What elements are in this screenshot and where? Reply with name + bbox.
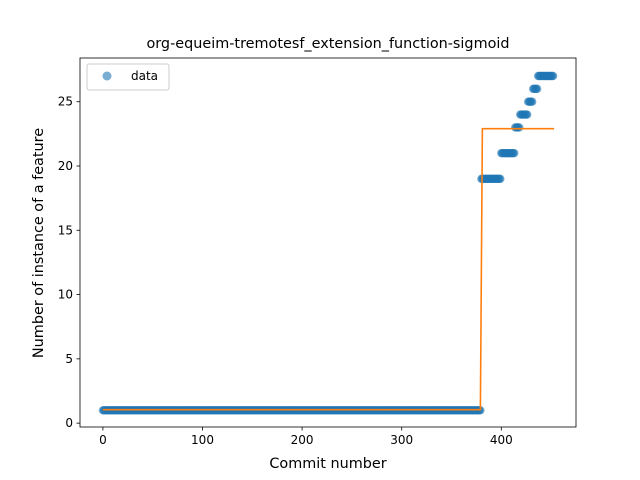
y-tick-label: 25: [58, 95, 73, 109]
data-point: [548, 71, 558, 81]
data-point: [522, 110, 532, 119]
data-point: [527, 97, 537, 106]
y-tick-label: 15: [58, 223, 73, 237]
data-point: [515, 123, 524, 132]
data-point: [510, 148, 519, 158]
legend-marker-data: [102, 71, 112, 81]
y-tick-label: 5: [65, 352, 73, 366]
legend: data: [86, 63, 170, 91]
x-axis: 0 100 200 300 400: [99, 427, 513, 447]
x-tick-label: 100: [191, 433, 214, 447]
plot-frame: [79, 57, 577, 428]
legend-label-data: data: [131, 69, 158, 83]
chart-title: org-equeim-tremotesf_extension_function-…: [146, 36, 509, 52]
data-point: [496, 174, 505, 184]
y-tick-label: 20: [58, 159, 73, 173]
plot-area: [98, 71, 558, 415]
legend-box: [86, 63, 170, 91]
y-axis-label: Number of instance of a feature: [31, 128, 47, 358]
y-axis: 0 5 10 15 20 25: [58, 95, 80, 430]
y-tick-label: 10: [58, 288, 73, 302]
x-tick-label: 300: [390, 433, 413, 447]
x-tick-label: 200: [291, 433, 314, 447]
fit-line: [102, 127, 555, 411]
data-point: [532, 84, 542, 94]
x-axis-label: Commit number: [269, 456, 386, 472]
x-tick-label: 400: [490, 433, 513, 447]
x-tick-label: 0: [99, 433, 107, 447]
y-tick-label: 0: [65, 416, 73, 430]
